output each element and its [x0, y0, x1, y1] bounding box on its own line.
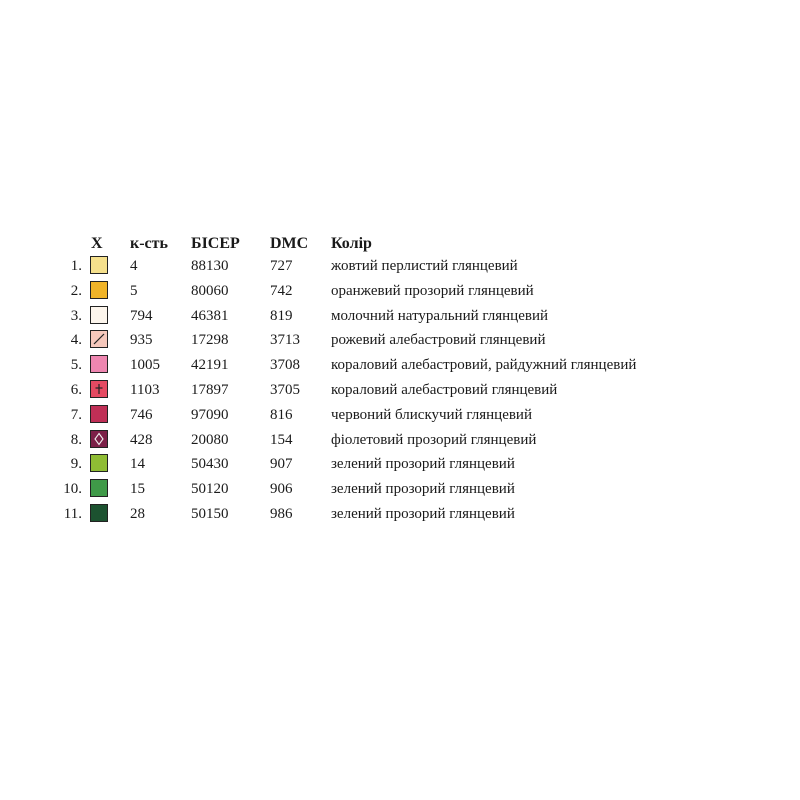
- quantity-value: 28: [130, 506, 145, 522]
- row-number: 1.: [70, 258, 82, 274]
- row-number: 7.: [70, 406, 82, 423]
- row-number: 10.: [63, 481, 82, 498]
- row-number: 2.: [70, 282, 82, 299]
- legend-row: 5. 1005 42191 3708 кораловий алебастровий, р…: [0, 354, 800, 376]
- quantity-value: 794: [130, 307, 153, 324]
- row-number: 3.: [70, 307, 82, 324]
- quantity-value: 1005: [130, 357, 160, 374]
- color-name: червоний блискучий глянцевий: [331, 406, 532, 423]
- slash-symbol-icon: [93, 333, 105, 345]
- dmc-code: 906: [270, 481, 293, 498]
- color-name: зелений прозорий глянцевий: [331, 506, 515, 522]
- color-name: зелений прозорий глянцевий: [331, 456, 515, 473]
- bead-code: 42191: [191, 357, 229, 374]
- color-name: зелений прозорий глянцевий: [331, 481, 515, 498]
- quantity-value: 15: [130, 481, 145, 498]
- dmc-code: 986: [270, 506, 293, 522]
- legend-row: 9. 14 50430 907 зелений прозорий глянцевий: [0, 453, 800, 475]
- dmc-code: 727: [270, 258, 293, 274]
- quantity-value: 935: [130, 332, 153, 349]
- legend-row: 11. 28 50150 986 зелений прозорий глянцевий: [0, 503, 800, 525]
- color-name: кораловий алебастровий, райдужний глянце…: [331, 357, 637, 374]
- dmc-code: 742: [270, 282, 293, 299]
- quantity-value: 14: [130, 456, 145, 473]
- quantity-value: 4: [130, 258, 138, 274]
- header-symbol: X: [91, 235, 103, 252]
- color-name: рожевий алебастровий глянцевий: [331, 332, 546, 349]
- quantity-value: 746: [130, 406, 153, 423]
- legend-row: 2. 5 80060 742 оранжевий прозорий глянцевий: [0, 280, 800, 302]
- legend-row: 7. 746 97090 816 червоний блискучий глянцеви…: [0, 404, 800, 426]
- color-swatch: [90, 305, 108, 324]
- color-swatch: [90, 280, 108, 299]
- header-dmc: DMC: [270, 235, 309, 252]
- color-swatch: [90, 479, 108, 498]
- legend-row: 1. 4 88130 727 жовтий перлистий глянцевий: [0, 255, 800, 277]
- color-swatch: [90, 429, 108, 448]
- dmc-code: 816: [270, 406, 293, 423]
- color-name: кораловий алебастровий глянцевий: [331, 382, 558, 398]
- bead-code: 80060: [191, 282, 229, 299]
- row-number: 9.: [70, 456, 82, 473]
- color-swatch: [90, 355, 108, 374]
- header-color: Колір: [331, 235, 372, 252]
- legend-row: 6. 1103 17897 3705 кораловий алебастровий гл…: [0, 379, 800, 401]
- bead-code: 50150: [191, 506, 229, 522]
- dmc-code: 3708: [270, 357, 300, 374]
- legend-row: 8. 428 20080 154 фіолетовий прозорий глянцев…: [0, 429, 800, 451]
- quantity-value: 1103: [130, 382, 160, 398]
- header-bead: БІСЕР: [191, 235, 240, 252]
- row-number: 8.: [70, 431, 82, 448]
- bead-code: 50430: [191, 456, 229, 473]
- bead-code: 17897: [191, 382, 229, 398]
- bead-code: 97090: [191, 406, 229, 423]
- bead-code: 50120: [191, 481, 229, 498]
- quantity-value: 428: [130, 431, 153, 448]
- dmc-code: 154: [270, 431, 293, 448]
- bead-code: 20080: [191, 431, 229, 448]
- color-swatch: [90, 404, 108, 423]
- color-swatch: [90, 330, 108, 349]
- color-swatch: [90, 380, 108, 398]
- color-name: молочний натуральний глянцевий: [331, 307, 548, 324]
- bead-code: 88130: [191, 258, 229, 274]
- dmc-code: 3713: [270, 332, 300, 349]
- dmc-code: 907: [270, 456, 293, 473]
- plus-symbol-icon: [95, 384, 103, 394]
- color-name: жовтий перлистий глянцевий: [331, 258, 518, 274]
- legend-row: 10. 15 50120 906 зелений прозорий глянцевий: [0, 478, 800, 500]
- dmc-code: 819: [270, 307, 293, 324]
- header-quantity: к-сть: [130, 235, 168, 252]
- color-swatch: [90, 454, 108, 473]
- row-number: 5.: [70, 357, 82, 374]
- row-number: 4.: [70, 332, 82, 349]
- row-number: 6.: [70, 382, 82, 398]
- bead-code: 17298: [191, 332, 229, 349]
- diamond-symbol-icon: [94, 432, 104, 446]
- color-swatch: [90, 256, 108, 274]
- legend-row: 4. 935 17298 3713 рожевий алебастровий глянц…: [0, 329, 800, 351]
- dmc-code: 3705: [270, 382, 300, 398]
- row-number: 11.: [63, 506, 82, 522]
- quantity-value: 5: [130, 282, 138, 299]
- color-name: оранжевий прозорий глянцевий: [331, 282, 534, 299]
- legend-row: 3. 794 46381 819 молочний натуральний глянце…: [0, 305, 800, 327]
- color-name: фіолетовий прозорий глянцевий: [331, 431, 537, 448]
- bead-code: 46381: [191, 307, 229, 324]
- color-swatch: [90, 504, 108, 522]
